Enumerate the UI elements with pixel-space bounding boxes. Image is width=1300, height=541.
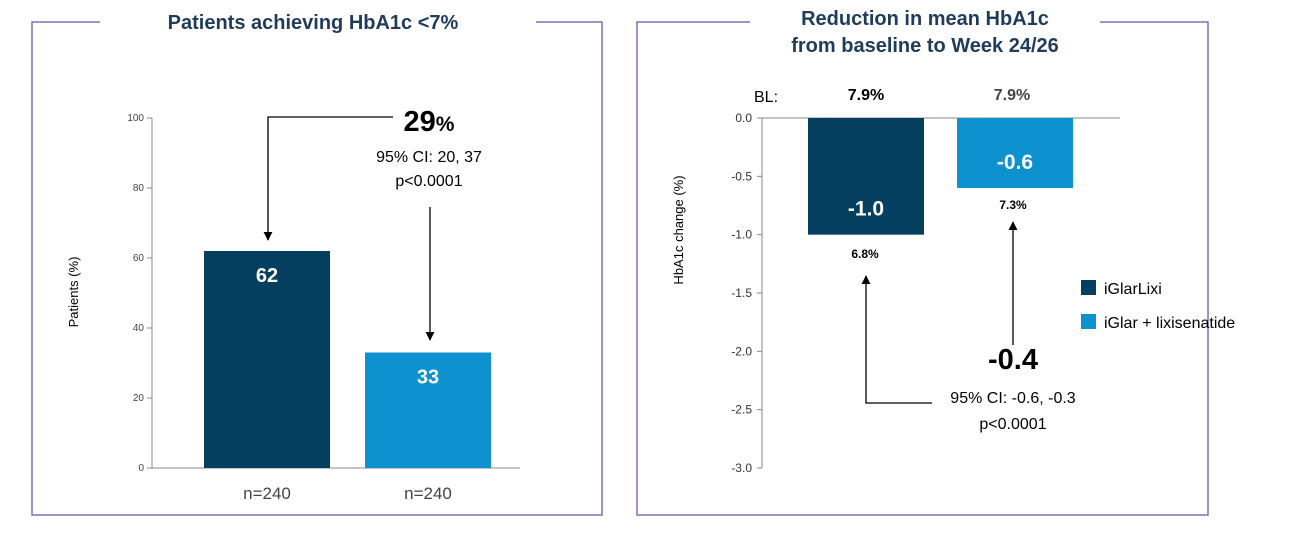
legend-label-iglarlixi: iGlarLixi: [1104, 281, 1162, 298]
right-panel-frame: [636, 21, 1209, 516]
left-bars: 62 33: [204, 251, 491, 468]
right-bar-1: [808, 118, 924, 235]
right-y-tick-label: -1.5: [731, 286, 752, 300]
left-y-axis-label: Patients (%): [66, 257, 81, 328]
right-y-tick-label: 0.0: [735, 111, 752, 125]
right-y-ticks: 0.0 -0.5 -1.0 -1.5 -2.0 -2.5 -3.0: [731, 111, 762, 475]
left-y-tick-label: 0: [138, 463, 144, 474]
left-panel-frame: [31, 21, 603, 516]
legend-label-iglar-lixisenatide: iGlar + lixisenatide: [1104, 315, 1235, 332]
left-panel: Patients achieving HbA1c <7% Patients (%…: [31, 12, 603, 516]
right-baseline-value-2: 7.9%: [994, 87, 1030, 104]
right-chart-title-line-1: Reduction in mean HbA1c: [801, 8, 1049, 30]
left-y-tick-label: 100: [127, 113, 144, 124]
legend-swatch-iglar-lixisenatide: [1081, 314, 1096, 329]
right-panel: Reduction in mean HbA1c from baseline to…: [636, 8, 1235, 516]
right-y-tick-label: -0.5: [731, 169, 752, 183]
right-legend: iGlarLixi iGlar + lixisenatide: [1081, 280, 1235, 332]
right-baseline-label: BL:: [754, 89, 778, 106]
right-ci-text: 95% CI: -0.6, -0.3: [950, 390, 1075, 407]
right-end-value-1: 6.8%: [851, 247, 879, 261]
left-bar-value-label-1: 62: [256, 265, 278, 287]
left-chart-title: Patients achieving HbA1c <7%: [168, 12, 459, 34]
left-bar-2: [365, 352, 491, 468]
right-y-tick-label: -3.0: [731, 461, 752, 475]
left-y-tick-label: 80: [133, 183, 145, 194]
right-bars: -1.0 -0.6: [808, 118, 1073, 235]
left-y-tick-label: 20: [133, 393, 145, 404]
right-p-text: p<0.0001: [979, 416, 1046, 433]
right-diff-value: -0.4: [988, 344, 1038, 376]
left-diff-value: 29%: [404, 106, 455, 138]
left-x-category-2: n=240: [404, 484, 452, 503]
left-bar-value-label-2: 33: [417, 367, 439, 389]
right-y-tick-label: -2.5: [731, 403, 752, 417]
right-bar-2: [957, 118, 1073, 188]
left-bar-1: [204, 251, 330, 468]
left-y-tick-label: 40: [133, 323, 145, 334]
left-x-category-1: n=240: [243, 484, 291, 503]
right-baseline-value-1: 7.9%: [848, 87, 884, 104]
left-diff-number: 29: [404, 106, 436, 138]
left-diff-unit: %: [436, 113, 455, 136]
right-end-value-2: 7.3%: [999, 198, 1027, 212]
right-arrow-to-bar-1: [861, 275, 932, 404]
legend-swatch-iglarlixi: [1081, 280, 1096, 295]
left-y-tick-label: 60: [133, 253, 145, 264]
left-y-ticks: 0 20 40 60 80 100: [127, 113, 152, 474]
right-y-tick-label: -2.0: [731, 344, 752, 358]
right-chart-title-line-2: from baseline to Week 24/26: [791, 35, 1059, 57]
right-bar-value-label-2: -0.6: [997, 151, 1033, 174]
left-arrow-to-bar-1: [263, 116, 393, 241]
left-ci-text: 95% CI: 20, 37: [376, 149, 482, 166]
right-y-tick-label: -1.0: [731, 228, 752, 242]
right-y-axis-label: HbA1c change (%): [671, 175, 686, 284]
left-p-text: p<0.0001: [395, 173, 462, 190]
right-bar-value-label-1: -1.0: [848, 198, 884, 221]
